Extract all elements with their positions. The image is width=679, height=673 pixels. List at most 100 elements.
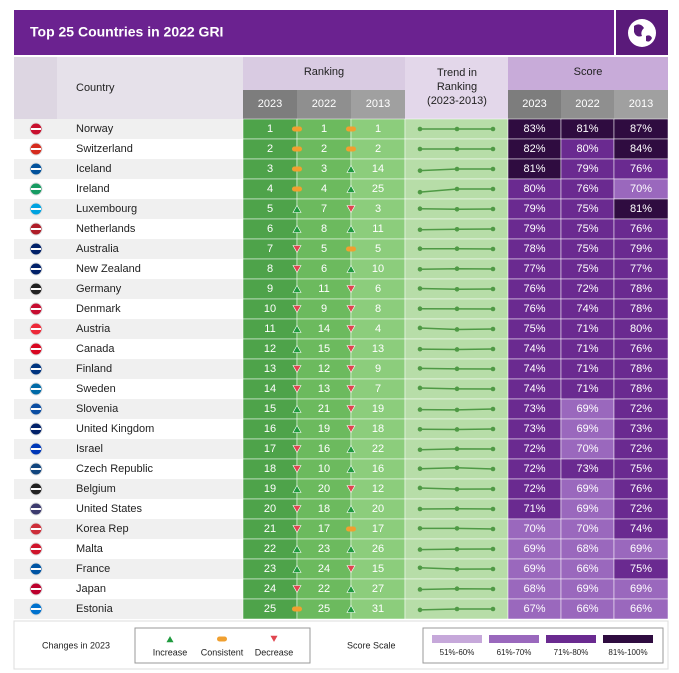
country: Netherlands xyxy=(76,223,136,235)
title: Top 25 Countries in 2022 GRI xyxy=(30,24,223,40)
rank: 17 xyxy=(264,443,276,455)
rank: 10 xyxy=(372,263,384,275)
row-bg xyxy=(14,439,243,459)
score: 76% xyxy=(523,283,545,295)
decrease-symbol xyxy=(346,325,356,334)
country: France xyxy=(76,563,110,575)
flag-stripe xyxy=(31,508,41,510)
flag-stripe xyxy=(31,248,41,250)
country: Iceland xyxy=(76,163,111,175)
flag-stripe xyxy=(31,168,41,170)
rank: 14 xyxy=(372,163,384,175)
increase-symbol xyxy=(292,224,302,233)
country: Korea Rep xyxy=(76,523,129,535)
consistent-symbol xyxy=(346,526,356,532)
score: 73% xyxy=(523,403,545,415)
score: 72% xyxy=(523,443,545,455)
flag-stripe xyxy=(31,128,41,130)
trend-point xyxy=(490,346,496,352)
country: Switzerland xyxy=(76,143,133,155)
changes-box xyxy=(134,627,311,664)
score: 76% xyxy=(630,343,652,355)
score: 72% xyxy=(630,403,652,415)
ranking-header xyxy=(243,57,405,90)
rank: 5 xyxy=(375,243,381,255)
trend-heading: Trend in xyxy=(437,67,477,79)
row-bg xyxy=(14,139,243,159)
score: 72% xyxy=(523,463,545,475)
trend-point xyxy=(490,126,496,132)
trend-point xyxy=(490,366,496,372)
country: Denmark xyxy=(76,303,121,315)
decrease-symbol xyxy=(292,465,302,474)
increase-symbol xyxy=(346,544,356,553)
rank: 6 xyxy=(375,283,381,295)
consistent-symbol xyxy=(292,606,302,612)
increase-symbol xyxy=(346,584,356,593)
rank: 24 xyxy=(264,583,276,595)
score: 78% xyxy=(630,303,652,315)
rank: 10 xyxy=(318,463,330,475)
row-bg xyxy=(14,459,243,479)
trend-point xyxy=(417,565,423,571)
country: United Kingdom xyxy=(76,423,154,435)
score: 76% xyxy=(630,163,652,175)
scale-swatch xyxy=(603,635,653,643)
score: 75% xyxy=(576,223,598,235)
trend-point xyxy=(454,386,460,392)
trend-point xyxy=(490,486,496,492)
rank: 12 xyxy=(318,363,330,375)
score: 69% xyxy=(576,503,598,515)
trend-point xyxy=(417,306,423,312)
year-label: 2023 xyxy=(258,98,282,110)
trend-point xyxy=(490,166,496,172)
flag-stripe xyxy=(31,528,41,530)
decrease-symbol xyxy=(292,265,302,274)
row-bg xyxy=(14,179,243,199)
score: 66% xyxy=(630,603,652,615)
trend-point xyxy=(417,385,423,391)
rank: 21 xyxy=(318,403,330,415)
rank: 25 xyxy=(372,183,384,195)
year-label: 2022 xyxy=(575,98,599,110)
scale-label: 51%-60% xyxy=(440,648,475,657)
score: 76% xyxy=(576,183,598,195)
flag-stripe xyxy=(31,148,41,150)
trend-point xyxy=(417,325,423,331)
decrease-symbol xyxy=(292,585,302,594)
country: Belgium xyxy=(76,483,116,495)
flag-header xyxy=(14,57,57,119)
score: 71% xyxy=(523,503,545,515)
increase-symbol xyxy=(292,544,302,553)
increase-symbol xyxy=(292,324,302,333)
rank: 4 xyxy=(375,323,381,335)
year-box xyxy=(351,90,405,119)
country: Australia xyxy=(76,243,120,255)
decrease-symbol xyxy=(346,485,356,494)
score: 69% xyxy=(576,403,598,415)
flag-stripe xyxy=(31,188,41,190)
scale-swatch xyxy=(432,635,482,643)
row-bg xyxy=(14,159,243,179)
rank: 8 xyxy=(321,223,327,235)
trend-point xyxy=(454,166,460,172)
rank: 8 xyxy=(267,263,273,275)
decrease-symbol xyxy=(346,205,356,214)
trend-point xyxy=(490,326,496,332)
consistent-symbol xyxy=(346,126,356,132)
decrease-symbol xyxy=(292,445,302,454)
rank: 16 xyxy=(318,443,330,455)
score: 73% xyxy=(523,423,545,435)
increase-symbol xyxy=(346,184,356,193)
decrease-symbol xyxy=(346,365,356,374)
consistent-symbol xyxy=(346,246,356,252)
flag-stripe xyxy=(31,268,41,270)
score: 82% xyxy=(523,143,545,155)
rank: 13 xyxy=(264,363,276,375)
rank: 25 xyxy=(264,603,276,615)
rank: 13 xyxy=(318,383,330,395)
score: 73% xyxy=(576,463,598,475)
rank: 14 xyxy=(318,323,330,335)
increase-symbol xyxy=(292,424,302,433)
country: Ireland xyxy=(76,183,110,195)
